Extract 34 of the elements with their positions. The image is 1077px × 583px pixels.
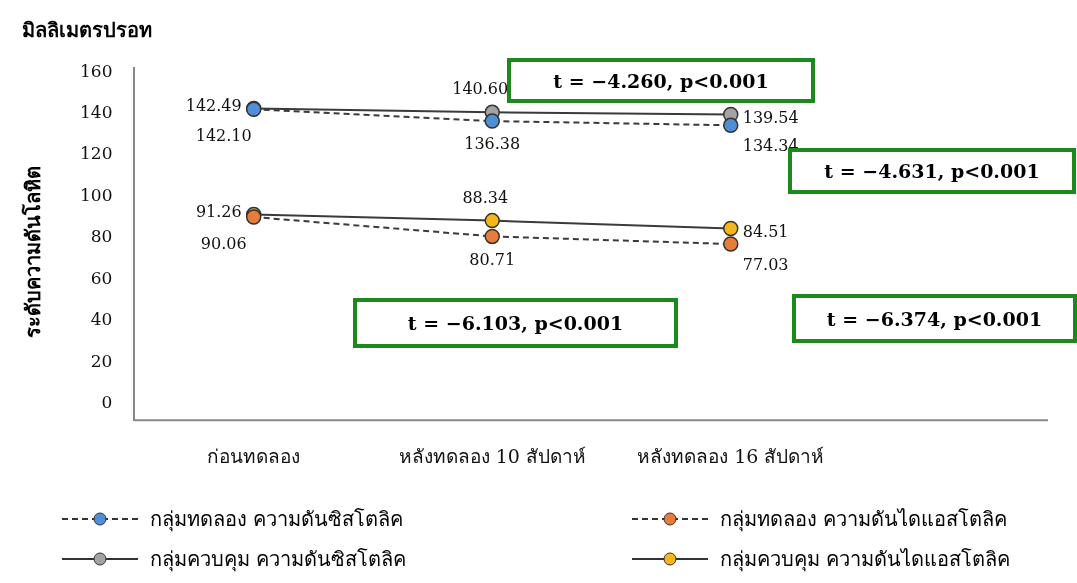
- y-tick-label: 0: [101, 392, 113, 413]
- legend-label: กลุ่มควบคุม ความดันซิสโตลิค: [150, 546, 407, 574]
- annotation: t = −6.374, p<0.001: [792, 294, 1077, 343]
- x-tick-label: หลังทดลอง 16 สัปดาห์: [637, 444, 825, 467]
- data-label: 142.49: [185, 95, 242, 115]
- annotation: t = −4.260, p<0.001: [507, 58, 815, 103]
- data-label: 139.54: [742, 107, 799, 127]
- data-label: 136.38: [464, 134, 521, 154]
- annotation: t = −4.631, p<0.001: [824, 160, 1040, 182]
- y-tick-label: 100: [79, 184, 113, 205]
- legend-label: กลุ่มทดลอง ความดันซิสโตลิค: [150, 506, 404, 534]
- legend-label: กลุ่มควบคุม ความดันไดแอสโตลิค: [720, 546, 1011, 574]
- data-label: 91.26: [195, 201, 242, 221]
- y-tick-label: 20: [90, 350, 113, 371]
- y-tick-label: 140: [79, 102, 113, 122]
- y-tick-label: 60: [90, 267, 113, 288]
- data-label: 90.06: [200, 234, 247, 254]
- annotation: t = −6.103, p<0.001: [353, 298, 678, 348]
- data-label: 77.03: [742, 255, 789, 275]
- x-tick-label: ก่อนทดลอง: [207, 444, 301, 467]
- data-label: 88.34: [462, 187, 509, 207]
- chart-title: มิลลิเมตรปรอท: [22, 17, 152, 44]
- y-axis-title: ระดับความดันโลหิต: [20, 165, 46, 340]
- y-tick-label: 80: [90, 226, 113, 247]
- y-tick-label: 160: [79, 60, 113, 81]
- legend-label: กลุ่มทดลอง ความดันไดแอสโตลิค: [720, 506, 1008, 534]
- data-label: 134.34: [742, 136, 799, 156]
- data-label: 80.71: [469, 249, 516, 269]
- data-label: 84.51: [742, 221, 789, 241]
- y-tick-label: 120: [79, 143, 113, 164]
- data-label: 142.10: [195, 126, 252, 146]
- y-tick-label: 40: [90, 309, 113, 330]
- x-tick-label: หลังทดลอง 10 สัปดาห์: [398, 444, 586, 467]
- data-label: 140.60: [452, 79, 509, 99]
